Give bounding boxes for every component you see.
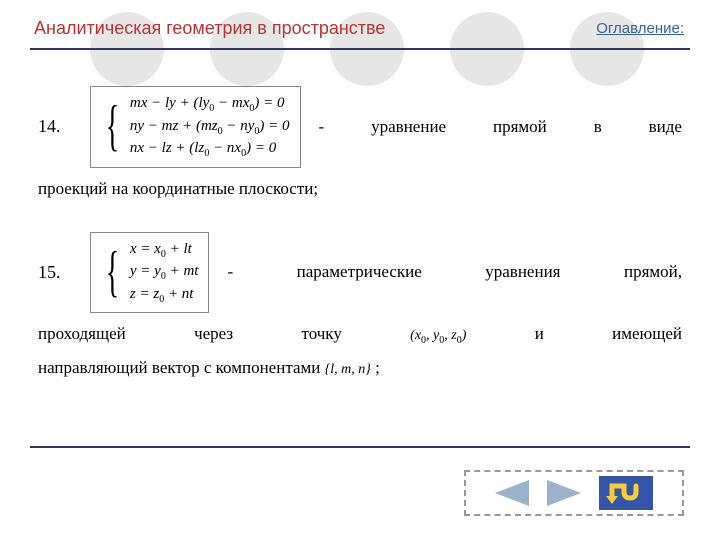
- equation-box-15: { x = x0 + lt y = y0 + mt z = z0 + nt: [90, 232, 209, 314]
- equation-line: z = z0 + nt: [130, 284, 199, 307]
- brace-icon: {: [106, 104, 119, 149]
- item-continuation: проекций на координатные плоскости;: [38, 172, 682, 206]
- point-expr: (x0, y0, z0): [410, 322, 466, 351]
- toc-link[interactable]: Оглавление:: [596, 20, 684, 37]
- item-15: 15. { x = x0 + lt y = y0 + mt z = z0 + n…: [38, 232, 682, 386]
- item-continuation: проходящей через точку (x0, y0, z0) и им…: [38, 317, 682, 385]
- content-frame: Аналитическая геометрия в пространстве О…: [30, 48, 690, 448]
- item-trail-text: - параметрические уравнения прямой,: [227, 262, 682, 282]
- page-title: Аналитическая геометрия в пространстве: [34, 18, 385, 39]
- equation-line: nx − lz + (lz0 − nx0) = 0: [130, 138, 290, 161]
- item-number: 15.: [38, 262, 72, 283]
- nav-controls: [464, 470, 684, 516]
- equation-line: mx − ly + (ly0 − mx0) = 0: [130, 93, 290, 116]
- brace-icon: {: [106, 250, 119, 295]
- equation-box-14: { mx − ly + (ly0 − mx0) = 0 ny − mz + (m…: [90, 86, 301, 168]
- equation-line: ny − mz + (mz0 − ny0) = 0: [130, 116, 290, 139]
- item-14: 14. { mx − ly + (ly0 − mx0) = 0 ny − mz …: [38, 86, 682, 206]
- item-trail-text: - уравнение прямой в виде: [319, 117, 682, 137]
- home-button[interactable]: [599, 476, 653, 510]
- item-number: 14.: [38, 116, 72, 137]
- prev-button[interactable]: [495, 480, 529, 506]
- vector-expr: {l, m, n}: [325, 362, 371, 377]
- equation-line: y = y0 + mt: [130, 261, 199, 284]
- equation-line: x = x0 + lt: [130, 239, 199, 262]
- next-button[interactable]: [547, 480, 581, 506]
